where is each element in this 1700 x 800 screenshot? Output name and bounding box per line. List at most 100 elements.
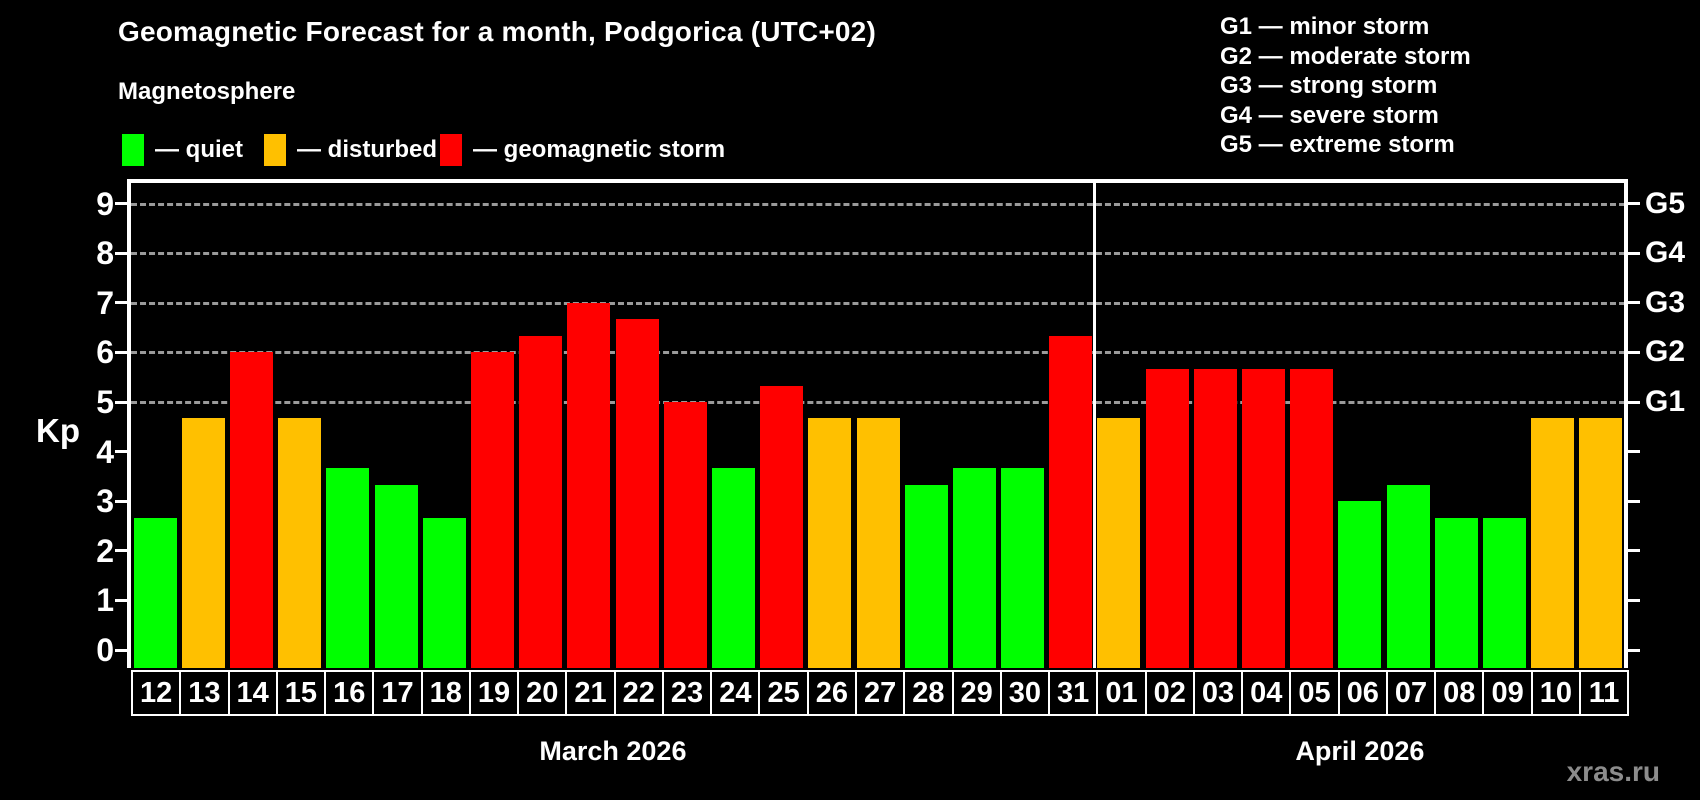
month-label-1: March 2026 [539,736,687,766]
y-tick-right-3 [1628,499,1640,503]
date-cell-20: 20 [517,670,568,716]
kp-bar-day-25 [760,385,804,668]
y-axis-line-right [1624,179,1628,668]
y-tick-left-7 [115,301,127,305]
legend-swatch-disturbed [264,134,286,166]
kp-bar-day-10 [1531,418,1575,668]
date-cell-18: 18 [420,670,471,716]
date-cell-16: 16 [324,670,375,716]
kp-bar-day-02 [1145,368,1189,668]
legend-swatch-storm [440,134,462,166]
y-tick-right-5 [1628,400,1640,404]
y-tick-right-0 [1628,648,1640,652]
y-tick-left-5 [115,400,127,404]
kp-bar-day-30 [1001,468,1045,668]
date-cell-03: 03 [1192,670,1244,716]
y-tick-label-0: 0 [96,632,114,668]
date-cell-01: 01 [1096,670,1147,716]
y-axis-line-left [127,179,131,668]
kp-bar-day-16 [326,468,370,668]
g-scale-label-G2: G2 [1645,335,1686,369]
y-tick-label-7: 7 [96,284,114,321]
g-scale-label-G5: G5 [1645,186,1686,220]
y-tick-label-9: 9 [96,185,114,222]
kp-bar-day-31 [1049,336,1093,668]
storm-scale-line-2: G2 — moderate storm [1220,42,1471,70]
kp-bar-day-18 [422,517,466,668]
kp-bar-day-07 [1386,484,1430,668]
y-tick-label-3: 3 [96,483,114,520]
date-cell-10: 10 [1530,670,1581,716]
kp-bar-day-17 [374,484,418,668]
y-tick-left-2 [115,549,127,553]
date-cell-23: 23 [661,670,713,716]
kp-bar-day-15 [278,418,322,668]
gridline-kp5 [131,401,1625,404]
legend-label-disturbed: — disturbed [297,136,438,163]
y-tick-right-4 [1628,450,1640,454]
y-tick-right-2 [1628,549,1640,553]
legend-swatch-quiet [122,134,144,166]
kp-bar-day-19 [470,352,514,668]
kp-bar-day-08 [1434,517,1478,668]
kp-bar-day-09 [1483,517,1527,668]
date-cell-02: 02 [1144,670,1195,716]
plot-area [131,183,1625,668]
kp-bar-day-20 [519,336,563,668]
gridline-kp8 [131,252,1625,256]
date-axis: 12 13 14 15 16 17 18 19 20 21 22 23 24 25 26 27 28 29 30 31… [131,670,1630,716]
y-tick-left-1 [115,598,127,602]
kp-bar-day-28 [904,484,948,668]
y-tick-left-0 [115,648,127,652]
legend-item-storm: — geomagnetic storm [440,133,725,167]
date-cell-28: 28 [903,670,954,716]
storm-scale-line-1: G1 — minor storm [1220,13,1430,40]
kp-bar-day-26 [808,418,852,668]
date-cell-09: 09 [1482,670,1533,716]
kp-bar-day-05 [1290,368,1334,668]
date-cell-08: 08 [1434,670,1485,716]
gridline-kp6 [131,351,1625,355]
kp-bar-day-04 [1242,368,1286,668]
kp-bar-day-13 [181,418,225,668]
magnetosphere-label: Magnetosphere [118,78,296,105]
kp-bar-day-29 [952,468,996,668]
legend-label-storm: — geomagnetic storm [473,136,726,163]
storm-scale-line-3: G3 — strong storm [1220,72,1438,100]
y-tick-label-8: 8 [96,235,114,272]
y-tick-left-3 [115,499,127,503]
y-tick-label-1: 1 [96,582,114,619]
legend-item-quiet: — quiet [122,133,243,167]
kp-bar-day-24 [711,468,755,668]
g-scale-label-G1: G1 [1645,385,1686,418]
gridline-kp9 [131,202,1625,206]
date-cell-11: 11 [1578,670,1630,716]
plot-top-border [127,179,1627,183]
kp-bar-day-03 [1193,368,1237,668]
date-cell-21: 21 [565,670,616,716]
kp-bar-day-27 [856,418,900,668]
date-cell-15: 15 [275,670,327,716]
chart-title: Geomagnetic Forecast for a month, Podgor… [118,16,876,47]
y-tick-right-8 [1628,251,1640,255]
y-tick-right-1 [1628,598,1640,602]
date-cell-07: 07 [1385,670,1437,716]
y-tick-label-6: 6 [96,334,114,371]
y-tick-right-7 [1628,301,1640,305]
y-tick-label-2: 2 [96,532,114,569]
legend-item-disturbed: — disturbed [264,133,437,167]
kp-bar-day-06 [1338,501,1382,668]
month-separator-1 [1093,183,1097,668]
y-tick-label-4: 4 [96,433,114,470]
date-cell-06: 06 [1337,670,1388,716]
legend-label-quiet: — quiet [155,136,243,163]
storm-scale-legend: G1 — minor storm G2 — moderate storm G3 — … [1220,12,1471,160]
g-scale-label-G4: G4 [1645,236,1686,270]
date-cell-25: 25 [758,670,809,716]
date-cell-17: 17 [372,670,423,716]
kp-bar-day-14 [229,352,273,668]
month-label-2: April 2026 [1295,736,1425,766]
y-tick-right-6 [1628,350,1640,354]
date-cell-22: 22 [613,670,664,716]
